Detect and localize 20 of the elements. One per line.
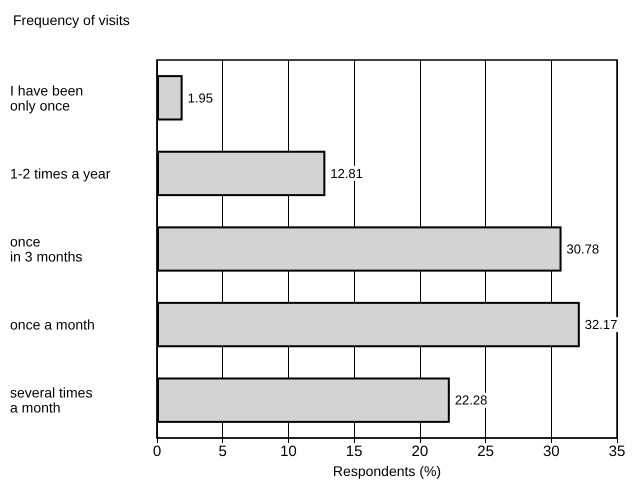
data-label: 32.17 [584,317,618,332]
data-label: 30.78 [566,242,600,256]
data-label: 1.95 [188,90,213,106]
y-tick-label: I have been only once [10,82,84,114]
x-tick-label: 20 [412,443,428,460]
x-tick-label: 15 [346,443,362,460]
x-tick-label: 0 [152,443,162,460]
chart-title: Frequency of visits [13,12,130,28]
x-tick-label: 5 [218,443,227,460]
y-tick-label: 1-2 times a year [10,165,111,182]
x-axis-title: Respondents (%) [332,462,442,479]
x-tick-label: 10 [280,443,297,460]
y-tick-label: once in 3 months [10,234,82,264]
x-tick-label: 30 [542,443,560,460]
y-tick-label: once a month [10,316,95,333]
y-tick-label: several times a month [10,384,92,416]
data-label: 22.28 [454,392,488,408]
data-label: 12.81 [330,166,363,181]
x-tick-label: 35 [608,443,626,460]
x-tick-label: 25 [477,443,494,460]
